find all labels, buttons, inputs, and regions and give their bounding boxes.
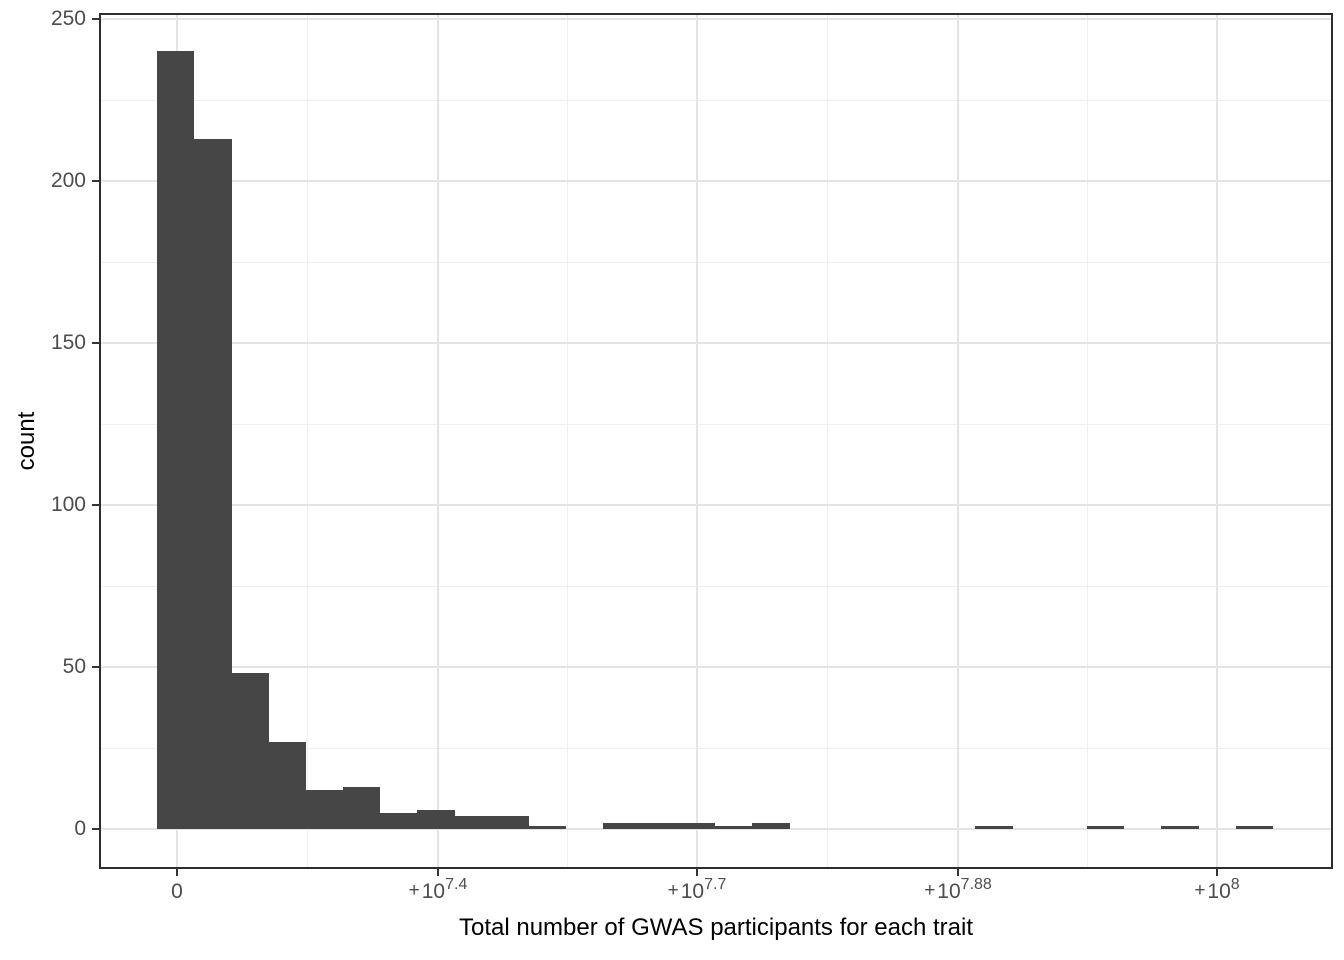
x-tick-prefix: +: [1194, 880, 1206, 901]
x-tick-exponent: 7.4: [445, 876, 468, 893]
histogram-bar: [528, 825, 567, 829]
y-axis-tick-label: 150: [50, 331, 86, 354]
histogram-bar: [268, 741, 306, 829]
x-axis-tick-label: +108: [1194, 876, 1239, 904]
x-tick-base: 0: [171, 880, 183, 903]
histogram-bar: [379, 812, 418, 829]
x-tick-exponent: 7.88: [960, 876, 992, 893]
x-tick-base: 10: [680, 880, 705, 903]
histogram-bar: [1235, 825, 1274, 829]
y-axis-tick-label: 0: [74, 817, 86, 840]
grid-y-minor-line: [101, 99, 1331, 101]
histogram-bar: [156, 51, 195, 829]
histogram-bar: [417, 809, 455, 829]
grid-x-major-line: [437, 15, 439, 867]
x-axis-tick-label: +107.4: [408, 876, 468, 904]
grid-x-major-line: [957, 15, 959, 867]
x-tick-base: 10: [937, 880, 961, 903]
grid-y-minor-line: [101, 585, 1331, 587]
y-axis-tick-mark: [92, 342, 100, 344]
grid-y-major-line: [101, 342, 1331, 344]
y-axis-tick-mark: [92, 504, 100, 506]
grid-y-major-line: [101, 180, 1331, 182]
histogram-bar: [751, 822, 790, 829]
y-axis-tick-label: 250: [50, 7, 86, 30]
histogram-bar: [454, 816, 492, 829]
histogram-bar: [342, 786, 381, 829]
y-axis-tick-label: 200: [50, 169, 86, 192]
x-tick-prefix: +: [408, 880, 420, 901]
grid-y-minor-line: [101, 747, 1331, 749]
y-axis-tick-mark: [92, 666, 100, 668]
grid-y-major-line: [101, 18, 1331, 20]
grid-x-minor-line: [827, 15, 828, 867]
histogram-bar: [491, 816, 530, 829]
grid-x-major-line: [1216, 15, 1218, 867]
x-axis-tick-mark: [696, 868, 698, 876]
x-axis-tick-label: +107.88: [924, 876, 992, 904]
y-axis-title: count: [13, 411, 40, 471]
x-axis-tick-mark: [1216, 868, 1218, 876]
grid-y-minor-line: [101, 423, 1331, 425]
plot-panel: [101, 15, 1331, 867]
grid-x-minor-line: [567, 15, 568, 867]
histogram-bar: [975, 825, 1013, 829]
grid-x-minor-line: [307, 15, 308, 867]
y-axis-tick-label: 50: [62, 655, 86, 678]
y-axis-tick-mark: [92, 828, 100, 830]
grid-x-minor-line: [1087, 15, 1088, 867]
x-axis-title: Total number of GWAS participants for ea…: [459, 914, 973, 941]
histogram-bar: [714, 825, 753, 829]
grid-x-major-line: [696, 15, 698, 867]
histogram-bar: [305, 790, 344, 829]
x-axis-tick-label: +107.7: [667, 876, 727, 904]
x-axis-tick-mark: [176, 868, 178, 876]
histogram-bar: [1161, 825, 1199, 829]
x-tick-prefix: +: [667, 880, 679, 901]
histogram-bar: [677, 822, 716, 829]
x-axis-tick-mark: [957, 868, 959, 876]
x-tick-base: 10: [1207, 880, 1231, 903]
grid-y-minor-line: [101, 261, 1331, 263]
y-axis-tick-label: 100: [50, 493, 86, 516]
x-tick-exponent: 8: [1230, 876, 1240, 893]
grid-y-major-line: [101, 828, 1331, 830]
x-tick-prefix: +: [924, 880, 936, 901]
histogram-bar: [231, 673, 269, 829]
histogram-bar: [1086, 825, 1125, 829]
x-axis-tick-label: 0: [171, 880, 183, 904]
y-axis-tick-mark: [92, 18, 100, 20]
x-tick-exponent: 7.7: [704, 876, 727, 893]
grid-y-major-line: [101, 666, 1331, 668]
x-tick-base: 10: [421, 880, 446, 903]
y-axis-tick-mark: [92, 180, 100, 182]
histogram-bar: [640, 822, 678, 829]
grid-y-major-line: [101, 504, 1331, 506]
histogram-bar: [603, 822, 641, 829]
histogram-bar: [193, 138, 232, 829]
x-axis-tick-mark: [437, 868, 439, 876]
